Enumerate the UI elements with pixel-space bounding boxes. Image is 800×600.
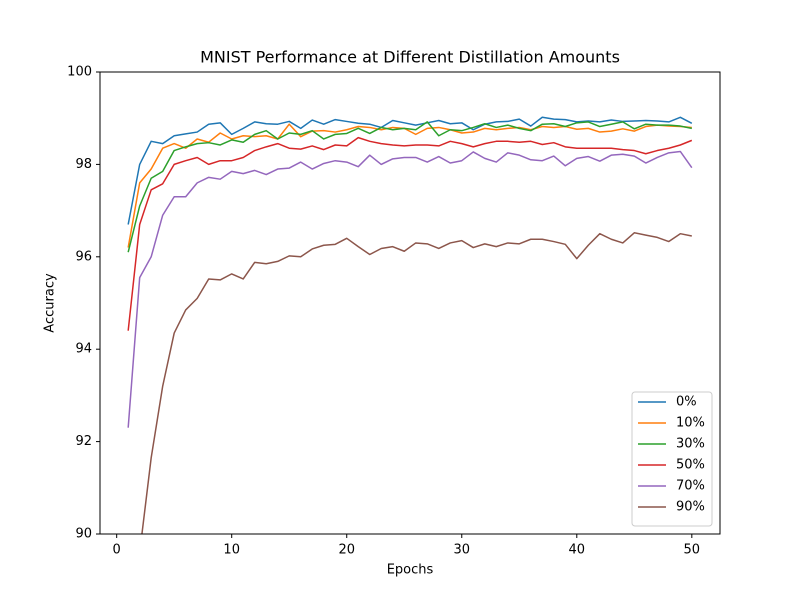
legend-label: 10% bbox=[676, 416, 705, 431]
data-line bbox=[127, 121, 692, 253]
x-tick-label: 10 bbox=[223, 543, 240, 558]
axes-frame bbox=[99, 71, 721, 535]
x-tick-label: 20 bbox=[338, 543, 355, 558]
x-tick-label: 30 bbox=[453, 543, 470, 558]
data-line bbox=[127, 116, 693, 225]
legend-label: 90% bbox=[676, 500, 705, 515]
y-tick-label: 98 bbox=[75, 157, 92, 172]
chart-title: MNIST Performance at Different Distillat… bbox=[200, 48, 620, 67]
y-tick-label: 100 bbox=[67, 65, 92, 80]
data-line bbox=[141, 232, 692, 534]
plot-area bbox=[127, 116, 693, 534]
legend-label: 70% bbox=[676, 479, 705, 494]
data-line bbox=[127, 136, 693, 331]
legend-label: 0% bbox=[676, 395, 697, 410]
y-tick-label: 96 bbox=[75, 249, 92, 264]
x-tick-label: 50 bbox=[684, 543, 701, 558]
y-tick-label: 94 bbox=[75, 342, 92, 357]
legend-label: 30% bbox=[676, 437, 705, 452]
x-tick-label: 40 bbox=[569, 543, 586, 558]
y-tick-label: 92 bbox=[75, 434, 92, 449]
data-line bbox=[127, 123, 692, 248]
data-line bbox=[127, 150, 693, 428]
y-tick-label: 90 bbox=[75, 527, 92, 542]
x-tick-label: 0 bbox=[113, 543, 121, 558]
y-axis-label: Accuracy bbox=[43, 273, 58, 333]
legend-label: 50% bbox=[676, 458, 705, 473]
x-axis-label: Epochs bbox=[387, 563, 434, 578]
legend-box bbox=[631, 391, 713, 527]
